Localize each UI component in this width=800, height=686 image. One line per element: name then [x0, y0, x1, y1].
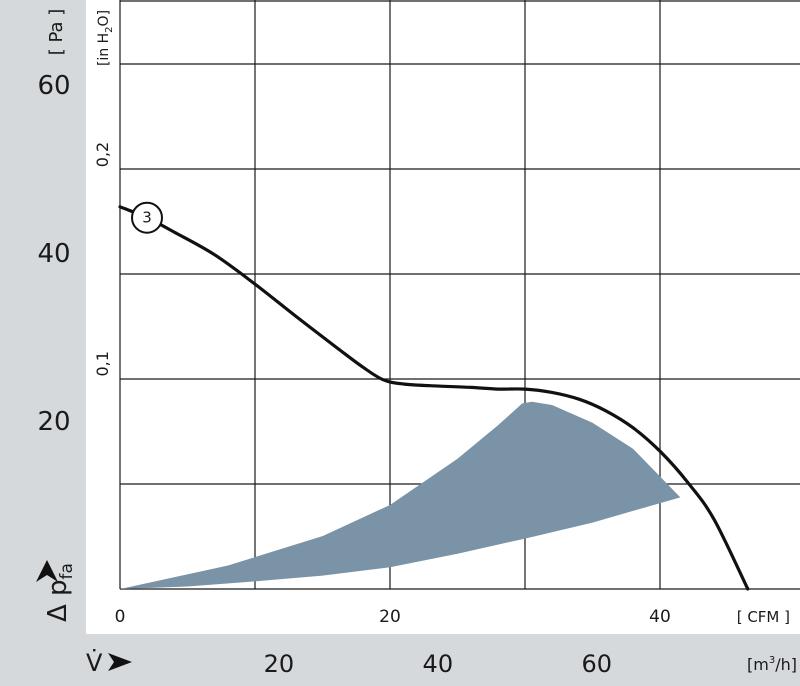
operating-range	[120, 401, 681, 589]
m3h-tick-label: 60	[581, 650, 612, 678]
cfm-unit-label: [ CFM ]	[737, 608, 790, 626]
pa-unit-label: [ Pa ]	[46, 9, 67, 56]
inh2o-tick-label: 0,1	[93, 351, 112, 376]
m3h-unit-label: [m3/h]	[747, 655, 797, 674]
pa-tick-label: 40	[37, 239, 70, 269]
inh2o-unit-label: [in H2O]	[96, 10, 115, 66]
x-axis-arrow-icon	[108, 653, 132, 671]
x-axis-symbol: V̇	[86, 649, 103, 677]
y-axis-arrow-icon	[36, 560, 58, 582]
m3h-tick-label: 20	[264, 650, 295, 678]
m3h-ticks: 20 40 60	[264, 650, 612, 678]
svg-text:Δ pfa: Δ pfa	[43, 563, 77, 622]
cfm-tick-label: 0	[115, 607, 126, 627]
curve-marker-circle	[131, 201, 163, 234]
y-axis-symbol: Δ pfa	[43, 563, 77, 622]
bottom-axis-panel	[0, 634, 800, 686]
pa-ticks: 20 40 60	[37, 71, 70, 437]
curve-marker: 3	[131, 201, 163, 234]
inh2o-ticks: 0,1 0,2	[93, 142, 112, 377]
inh2o-tick-label: 0,2	[93, 142, 112, 167]
pa-tick-label: 20	[37, 407, 70, 437]
fa-subscript: fa	[57, 563, 77, 579]
delta-p-label: Δ p	[43, 579, 73, 622]
curve-marker-label: 3	[142, 209, 152, 227]
pa-tick-label: 60	[37, 71, 70, 101]
performance-curve	[118, 205, 750, 591]
cfm-tick-label: 40	[649, 607, 671, 627]
cfm-ticks: 0 20 40	[115, 607, 671, 627]
cfm-tick-label: 20	[379, 607, 401, 627]
m3h-tick-label: 40	[423, 650, 454, 678]
